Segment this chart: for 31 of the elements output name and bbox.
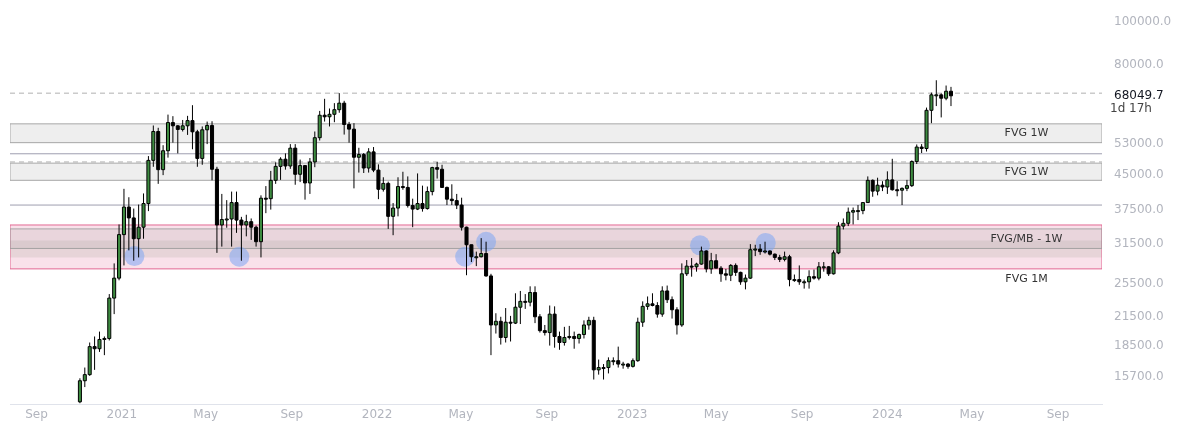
- x-tick-label: Sep: [1046, 406, 1070, 421]
- y-tick-label: 100000.0: [1114, 14, 1172, 29]
- x-tick-label: 2024: [872, 406, 903, 421]
- y-tick-label: 15700.0: [1114, 369, 1164, 384]
- candlestick: [395, 176, 401, 217]
- y-tick-label: 18500.0: [1114, 337, 1164, 352]
- y-tick-label: 68049.7: [1114, 87, 1164, 102]
- x-tick-label: Sep: [535, 406, 559, 421]
- band-label: FVG 1W: [1004, 164, 1049, 178]
- y-tick-label: 80000.0: [1114, 56, 1164, 71]
- point: [229, 246, 250, 267]
- x-tick-label: Sep: [280, 406, 304, 421]
- x-tick-label: May: [959, 406, 985, 421]
- x-tick-label: 2023: [616, 406, 648, 421]
- x-tick-label: 2022: [361, 406, 393, 421]
- x-tick-label: Sep: [25, 406, 48, 421]
- y-tick-label: 37500.0: [1114, 202, 1164, 217]
- x-tick-label: Sep: [790, 406, 814, 421]
- y-tick-label: 53000.0: [1114, 135, 1164, 150]
- x-tick-label: 2021: [106, 406, 138, 421]
- band-label: FVG/MB - 1W: [990, 231, 1063, 245]
- x-tick-label: May: [448, 406, 474, 421]
- text: 1d 17h: [1110, 100, 1152, 115]
- y-tick-label: 21500.0: [1114, 308, 1164, 323]
- band-label: FVG 1M: [1005, 272, 1048, 286]
- x-tick-label: May: [703, 406, 729, 421]
- y-tick-label: 25500.0: [1114, 276, 1164, 291]
- band-label: FVG 1W: [1004, 126, 1049, 140]
- x-tick-label: May: [193, 406, 219, 421]
- y-tick-label: 31500.0: [1114, 235, 1164, 250]
- y-tick-label: 45000.0: [1114, 167, 1164, 182]
